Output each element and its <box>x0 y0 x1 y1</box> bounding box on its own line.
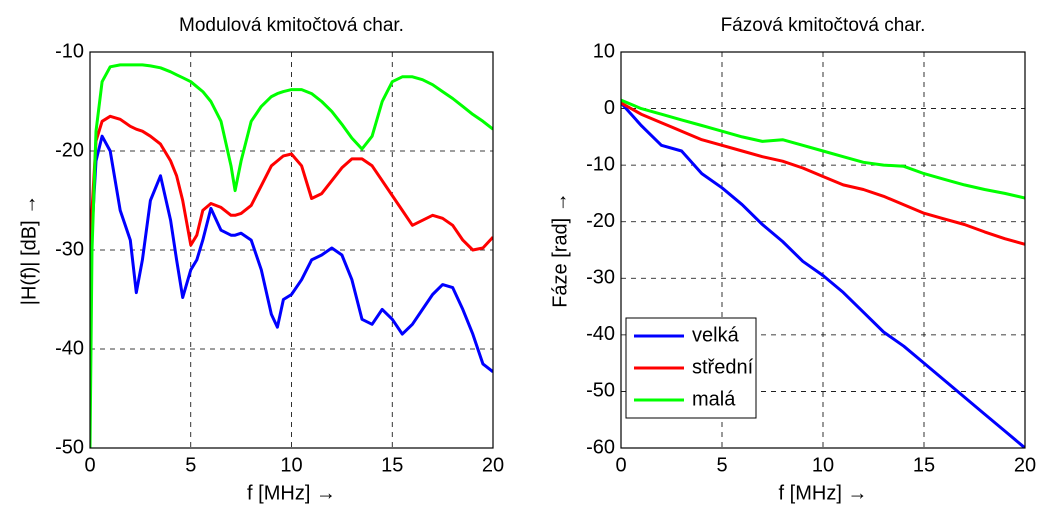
x-tick-label: 15 <box>381 454 403 476</box>
y-tick-label: -60 <box>586 436 615 458</box>
x-tick-label: 0 <box>84 454 95 476</box>
data-line <box>621 98 1025 200</box>
x-tick-label: 20 <box>482 454 504 476</box>
y-tick-label: 10 <box>593 40 615 62</box>
x-tick-label: 10 <box>280 454 302 476</box>
x-tick-label: 5 <box>185 454 196 476</box>
data-line <box>90 134 493 373</box>
y-tick-label: -20 <box>55 139 84 161</box>
y-axis-label: Fáze [rad] → <box>549 192 571 308</box>
data-line <box>90 114 493 280</box>
y-tick-label: -50 <box>586 380 615 402</box>
y-tick-label: -30 <box>586 267 615 289</box>
plot-frame <box>620 51 1026 449</box>
y-tick-label: -10 <box>586 153 615 175</box>
y-tick-label: -40 <box>55 337 84 359</box>
chart-title: Fázová kmitočtová char. <box>721 15 926 36</box>
legend-label: velká <box>692 324 740 346</box>
x-axis-label: f [MHz] → <box>779 482 868 504</box>
y-tick-label: -20 <box>586 210 615 232</box>
x-axis-label: f [MHz] → <box>247 482 336 504</box>
legend-label: střední <box>692 356 754 378</box>
x-tick-label: 0 <box>615 454 626 476</box>
y-tick-label: -10 <box>55 40 84 62</box>
legend-label: malá <box>692 388 736 410</box>
x-tick-label: 5 <box>716 454 727 476</box>
y-tick-label: -30 <box>55 238 84 260</box>
data-line <box>90 63 493 448</box>
data-line <box>621 101 1025 448</box>
x-tick-label: 10 <box>812 454 834 476</box>
x-tick-label: 15 <box>913 454 935 476</box>
y-tick-label: -50 <box>55 436 84 458</box>
data-line <box>621 101 1025 246</box>
y-tick-label: -40 <box>586 323 615 345</box>
y-tick-label: 0 <box>604 97 615 119</box>
x-tick-label: 20 <box>1014 454 1036 476</box>
chart-title: Modulová kmitočtová char. <box>179 15 404 36</box>
y-axis-label: |H(f)| [dB] → <box>18 195 40 305</box>
plot-frame <box>89 51 494 449</box>
